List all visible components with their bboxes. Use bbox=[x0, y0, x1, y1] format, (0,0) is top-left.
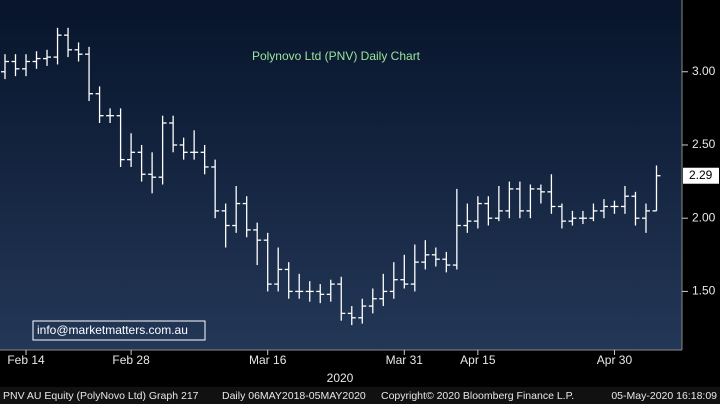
x-tick-label: Mar 16 bbox=[249, 353, 287, 367]
x-tick-label: Mar 31 bbox=[386, 353, 424, 367]
chart-title: Polynovo Ltd (PNV) Daily Chart bbox=[252, 49, 421, 63]
footer-text: PNV AU Equity (PolyNovo Ltd) Graph 217 bbox=[3, 390, 199, 402]
x-tick-label: Feb 14 bbox=[7, 353, 45, 367]
annotation: info@marketmatters.com.au bbox=[37, 323, 188, 337]
x-tick-label: Feb 28 bbox=[112, 353, 150, 367]
footer-bar bbox=[0, 387, 720, 404]
y-tick-label: 2.00 bbox=[692, 210, 716, 224]
footer-text: Daily 06MAY2018-05MAY2020 bbox=[222, 390, 366, 402]
last-value-label: 2.29 bbox=[689, 168, 713, 182]
annotation-box bbox=[32, 320, 206, 341]
y-tick-label: 1.50 bbox=[692, 284, 716, 298]
x-axis-label: 2020 bbox=[327, 371, 354, 385]
footer-text: 05-May-2020 16:18:09 bbox=[611, 390, 717, 402]
y-tick-label: 2.50 bbox=[692, 137, 716, 151]
y-tick-label: 3.00 bbox=[692, 64, 716, 78]
x-axis-area bbox=[0, 350, 720, 387]
footer-text: Copyright© 2020 Bloomberg Finance L.P. bbox=[381, 390, 574, 402]
x-tick-label: Apr 30 bbox=[597, 353, 633, 367]
x-tick-label: Apr 15 bbox=[460, 353, 496, 367]
last-value-box bbox=[683, 167, 719, 184]
